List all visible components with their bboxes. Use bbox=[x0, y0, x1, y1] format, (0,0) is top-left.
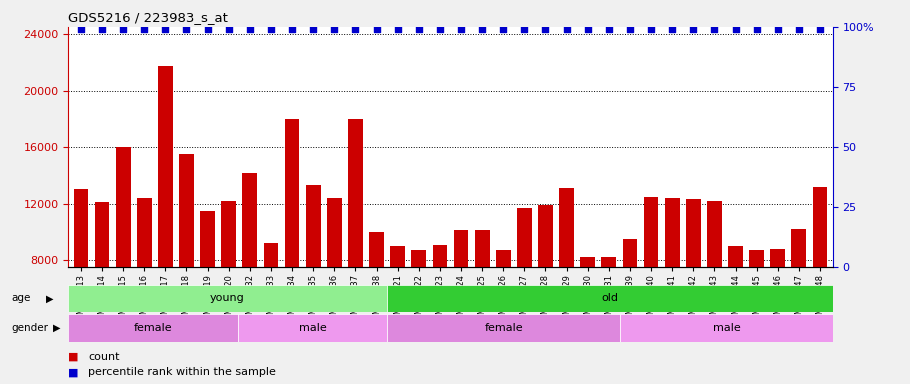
Point bbox=[200, 26, 215, 32]
Bar bbox=[327, 198, 341, 373]
Point bbox=[74, 26, 88, 32]
Point bbox=[349, 26, 363, 32]
Point bbox=[581, 26, 595, 32]
Text: GDS5216 / 223983_s_at: GDS5216 / 223983_s_at bbox=[68, 11, 228, 24]
Point bbox=[622, 26, 637, 32]
Point bbox=[665, 26, 680, 32]
Bar bbox=[68, 285, 387, 312]
Bar bbox=[453, 230, 469, 373]
Point bbox=[221, 26, 236, 32]
Point bbox=[792, 26, 806, 32]
Bar bbox=[285, 119, 299, 373]
Bar bbox=[643, 197, 659, 373]
Point bbox=[707, 26, 722, 32]
Bar bbox=[221, 201, 236, 373]
Point bbox=[643, 26, 658, 32]
Point bbox=[496, 26, 511, 32]
Bar bbox=[813, 187, 827, 373]
Bar bbox=[116, 147, 130, 373]
Bar bbox=[517, 208, 531, 373]
Point bbox=[369, 26, 384, 32]
Bar bbox=[179, 154, 194, 373]
Bar bbox=[264, 243, 278, 373]
Bar bbox=[602, 257, 616, 373]
Text: ▶: ▶ bbox=[53, 323, 60, 333]
Bar bbox=[432, 245, 448, 373]
Point bbox=[158, 26, 173, 32]
Bar bbox=[390, 246, 405, 373]
Bar bbox=[411, 250, 426, 373]
Bar bbox=[538, 205, 553, 373]
Bar bbox=[74, 189, 88, 373]
Bar bbox=[68, 314, 238, 342]
Bar bbox=[792, 229, 806, 373]
Point bbox=[517, 26, 531, 32]
Text: count: count bbox=[88, 352, 120, 362]
Bar bbox=[348, 119, 363, 373]
Text: age: age bbox=[11, 293, 30, 303]
Text: young: young bbox=[210, 293, 245, 303]
Point bbox=[432, 26, 447, 32]
Bar bbox=[560, 188, 574, 373]
Bar bbox=[728, 246, 743, 373]
Bar bbox=[238, 314, 387, 342]
Bar bbox=[200, 211, 215, 373]
Bar bbox=[622, 239, 637, 373]
Text: ▶: ▶ bbox=[46, 293, 53, 303]
Bar bbox=[686, 199, 701, 373]
Bar bbox=[707, 201, 722, 373]
Bar bbox=[581, 257, 595, 373]
Text: male: male bbox=[713, 323, 741, 333]
Text: percentile rank within the sample: percentile rank within the sample bbox=[88, 367, 276, 377]
Point bbox=[306, 26, 320, 32]
Point bbox=[95, 26, 109, 32]
Bar bbox=[665, 198, 680, 373]
Bar bbox=[496, 250, 511, 373]
Text: ■: ■ bbox=[68, 352, 79, 362]
Text: gender: gender bbox=[11, 323, 48, 333]
Point bbox=[538, 26, 552, 32]
Point bbox=[243, 26, 258, 32]
Point bbox=[475, 26, 490, 32]
Point bbox=[137, 26, 152, 32]
Point bbox=[813, 26, 827, 32]
Bar bbox=[306, 185, 320, 373]
Point bbox=[327, 26, 341, 32]
Point bbox=[686, 26, 701, 32]
Bar bbox=[387, 314, 621, 342]
Text: male: male bbox=[298, 323, 327, 333]
Bar bbox=[475, 230, 490, 373]
Text: female: female bbox=[484, 323, 523, 333]
Point bbox=[179, 26, 194, 32]
Text: female: female bbox=[134, 323, 173, 333]
Bar bbox=[771, 249, 785, 373]
Point bbox=[602, 26, 616, 32]
Bar bbox=[621, 314, 833, 342]
Point bbox=[749, 26, 763, 32]
Point bbox=[728, 26, 743, 32]
Bar bbox=[387, 285, 833, 312]
Point bbox=[264, 26, 278, 32]
Point bbox=[560, 26, 574, 32]
Point bbox=[771, 26, 785, 32]
Bar bbox=[749, 250, 764, 373]
Bar bbox=[136, 198, 152, 373]
Point bbox=[411, 26, 426, 32]
Bar bbox=[95, 202, 109, 373]
Point bbox=[116, 26, 130, 32]
Point bbox=[390, 26, 405, 32]
Point bbox=[454, 26, 469, 32]
Point bbox=[285, 26, 299, 32]
Bar bbox=[242, 172, 258, 373]
Text: ■: ■ bbox=[68, 367, 79, 377]
Bar bbox=[369, 232, 384, 373]
Bar bbox=[158, 66, 173, 373]
Text: old: old bbox=[602, 293, 618, 303]
